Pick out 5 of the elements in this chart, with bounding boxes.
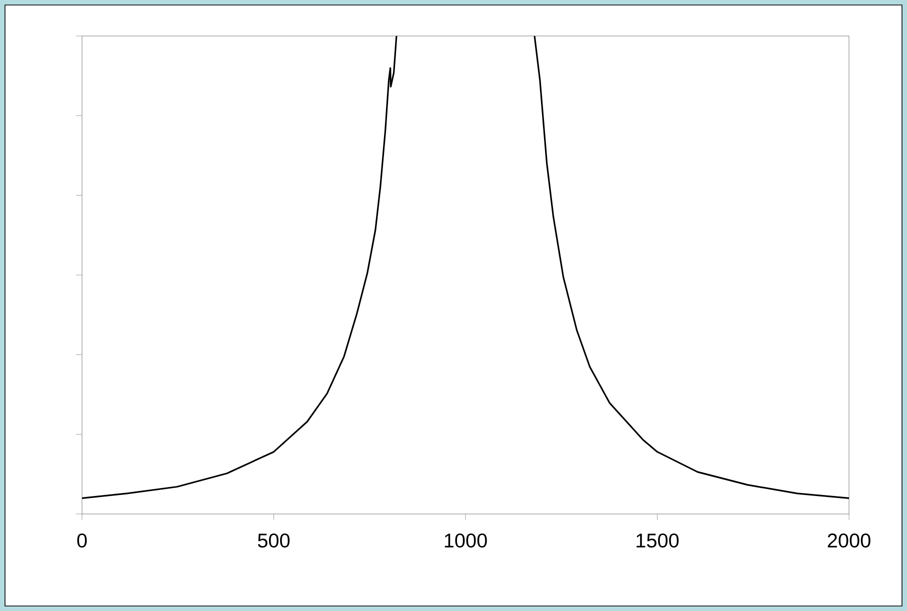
x-tick-label: 0 — [77, 534, 87, 548]
x-tick-label: 500 — [258, 534, 290, 548]
x-tick-label: 1500 — [636, 534, 679, 548]
x-tick-label: 2000 — [828, 534, 870, 548]
x-tick-label: 1000 — [444, 534, 487, 548]
